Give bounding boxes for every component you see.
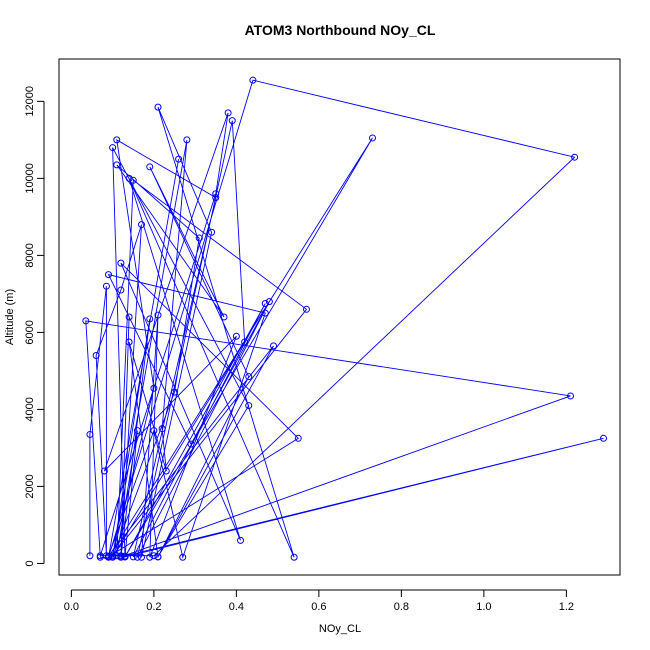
data-point [86,430,94,438]
data-point [232,332,240,340]
x-tick-label: 0.6 [311,601,326,613]
data-point [195,234,203,242]
data-point [150,427,158,435]
data-point [102,282,110,290]
data-point [290,553,298,561]
y-tick-label: 8000 [24,243,36,267]
data-point [109,552,117,560]
chart-title: ATOM3 Northbound NOy_CL [245,22,436,38]
data-point [109,144,117,152]
y-tick-label: 6000 [24,320,36,344]
data-point [220,313,228,321]
data-point [270,342,277,350]
data-point [187,440,195,448]
data-point [212,190,220,198]
plot-frame [58,58,621,576]
data-point [171,388,178,396]
data-point [82,317,90,325]
data-point [154,311,162,319]
x-tick-label: 0.8 [394,601,409,613]
data-point [86,552,94,560]
data-point [113,161,121,169]
y-tick-label: 2000 [24,474,36,498]
x-tick-label: 0.0 [64,601,79,613]
data-point [138,221,145,229]
data-point [150,384,158,392]
data-point [261,300,269,308]
data-point [179,553,187,561]
data-point [146,315,154,323]
data-point [567,392,574,400]
data-point [138,553,145,561]
x-tick-label: 0.4 [229,601,244,613]
data-point [183,136,191,144]
data-point [249,76,257,84]
data-point [146,163,154,171]
data-point [125,338,133,346]
data-point [245,402,253,410]
data-point [175,155,183,163]
data-point [117,259,125,267]
x-tick-label: 0.2 [146,601,161,613]
y-tick-label: 4000 [24,397,36,421]
data-point [117,553,125,561]
data-point [571,153,579,161]
data-point [224,109,232,117]
data-point [92,352,100,360]
data-point [125,174,133,182]
x-tick-label: 1.0 [476,601,491,613]
data-point [121,553,129,561]
data-point [261,309,269,317]
data-point [600,434,607,442]
data-point [294,434,302,442]
data-point [158,425,166,433]
data-point [105,553,112,561]
data-point [208,228,216,236]
y-tick-label: 10000 [24,163,36,194]
data-point [212,194,220,202]
data-point [133,427,141,435]
data-point [146,553,154,561]
data-point [162,467,170,475]
y-axis: 0 2000 4000 6000 8000 10000 12000 [24,86,45,567]
data-point [265,298,273,306]
data-point [100,467,108,475]
data-point [113,552,121,560]
data-point [117,286,125,294]
y-tick-label: 12000 [24,86,36,117]
series-line [85,79,604,559]
data-point [150,552,158,560]
series-layer [82,76,607,561]
data-point [129,176,137,184]
data-point [237,536,244,544]
data-point [241,338,249,346]
data-point [228,117,236,125]
data-point [245,373,253,381]
x-axis: 0.0 0.2 0.4 0.6 0.8 1.0 1.2 [64,589,574,613]
data-point [113,136,121,144]
data-point [105,271,112,279]
data-point [125,313,133,321]
data-point [133,553,141,561]
y-axis-label: Altitude (m) [4,289,16,345]
data-point [154,553,162,561]
data-point [303,305,310,313]
x-axis-label: NOy_CL [319,623,361,635]
data-point [154,103,162,111]
y-tick-label: 0 [24,560,36,566]
data-point [369,134,376,142]
data-point [96,552,104,560]
x-tick-label: 1.2 [559,601,574,613]
data-point [129,553,137,561]
